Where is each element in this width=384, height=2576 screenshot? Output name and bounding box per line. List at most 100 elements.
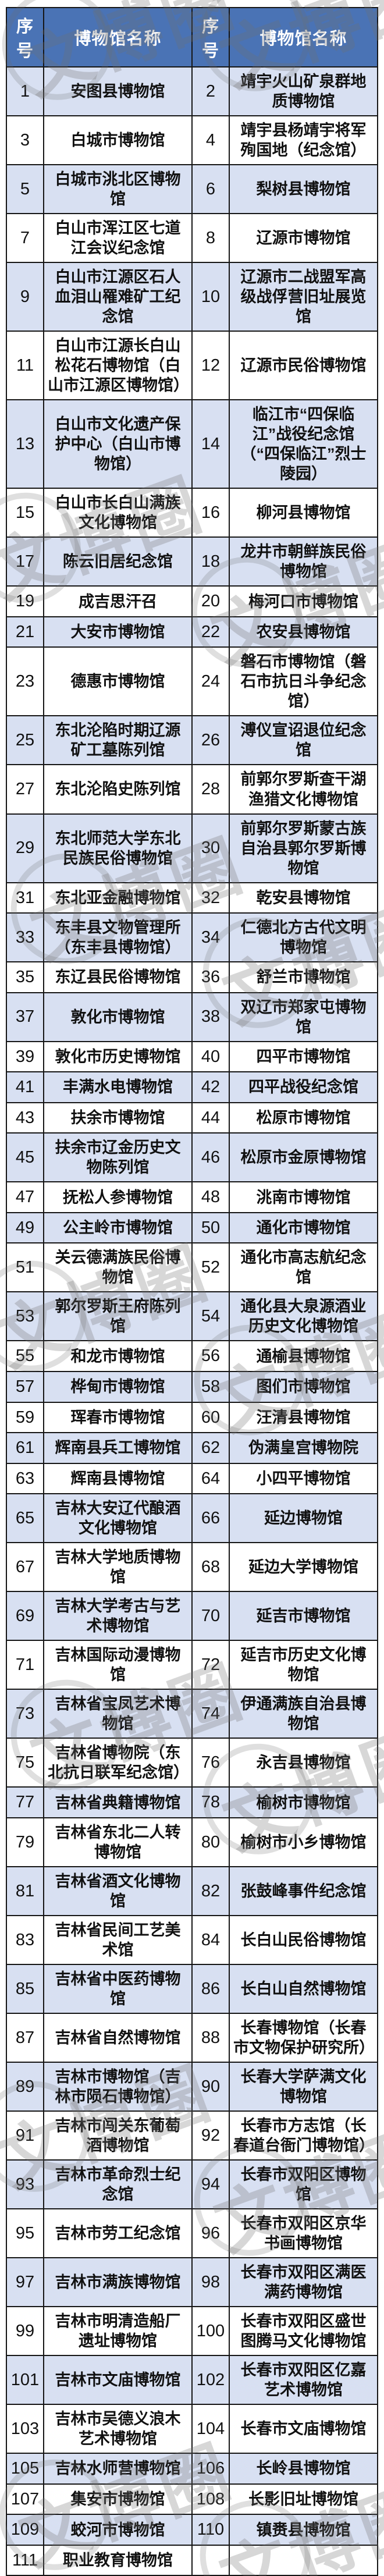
museum-name-cell: 吉林省宝凤艺术博物馆 [43,1689,193,1739]
museum-name-cell: 靖宇火山矿泉群地质博物馆 [229,66,378,117]
serial-number-cell: 48 [191,1181,230,1213]
serial-number-cell: 25 [6,715,44,766]
museum-name-cell: 靖宇县杨靖宇将军殉国地（纪念馆） [229,115,378,166]
serial-number-cell: 29 [6,813,44,883]
serial-number-cell: 9 [6,262,44,332]
serial-number-cell: 49 [6,1211,44,1244]
table-row: 3 白城市博物馆 4 靖宇县杨靖宇将军殉国地（纪念馆） [6,115,378,166]
serial-number-cell: 37 [6,992,44,1042]
museum-name-cell: 磐石市博物馆（磐石市抗日斗争纪念馆） [229,646,378,717]
museum-name-cell: 吉林市明清造船厂遗址博物馆 [43,2306,193,2357]
serial-number-cell: 106 [191,2453,230,2485]
museum-name-cell: 永吉县博物馆 [229,1738,378,1788]
serial-number-cell: 108 [191,2483,230,2515]
museum-name-cell: 农安县博物馆 [229,616,378,648]
header-museum-name-left: 博物馆名称 [43,7,193,67]
serial-number-cell: 87 [6,2012,44,2063]
museum-name-cell: 吉林省博物院（东北抗日联军纪念馆） [43,1738,193,1788]
museum-name-cell: 延吉市博物馆 [229,1591,378,1641]
museum-name-cell: 敦化市历史博物馆 [43,1040,193,1073]
header-serial-left: 序号 [6,7,44,67]
table-row: 75 吉林省博物院（东北抗日联军纪念馆） 76 永吉县博物馆 [6,1738,378,1788]
museum-name-cell: 吉林市革命烈士纪念馆 [43,2159,193,2210]
museum-name-cell: 吉林市博物馆（吉林市陨石博物馆） [43,2061,193,2112]
museum-name-cell: 丰满水电博物馆 [43,1071,193,1103]
serial-number-cell: 36 [191,961,230,993]
serial-number-cell: 27 [6,764,44,815]
serial-number-cell: 12 [191,331,230,401]
serial-number-cell: 90 [191,2061,230,2112]
serial-number-cell: 68 [191,1542,230,1593]
serial-number-cell: 82 [191,1866,230,1916]
serial-number-cell: 91 [6,2110,44,2161]
table-row: 65 吉林大安辽代酿酒文化博物馆 66 延边博物馆 [6,1493,378,1544]
table-row: 1 安图县博物馆 2 靖宇火山矿泉群地质博物馆 [6,66,378,117]
table-row: 103 吉林市吴德义浪木艺术博物馆 104 长春市文庙博物馆 [6,2404,378,2454]
table-row: 41 丰满水电博物馆 42 四平战役纪念馆 [6,1071,378,1103]
serial-number-cell: 13 [6,399,44,489]
serial-number-cell: 8 [191,213,230,264]
serial-number-cell: 67 [6,1542,44,1593]
museum-name-cell: 长春市双阳区满医满药博物馆 [229,2257,378,2308]
serial-number-cell: 16 [191,488,230,538]
museum-name-cell: 舒兰市博物馆 [229,961,378,993]
serial-number-cell: 74 [191,1689,230,1739]
museum-name-cell: 抚松人参博物馆 [43,1181,193,1213]
serial-number-cell: 69 [6,1591,44,1641]
museum-name-cell: 伪满皇宫博物院 [229,1432,378,1464]
museum-name-cell: 张鼓峰事件纪念馆 [229,1866,378,1916]
museum-name-cell: 吉林省自然博物馆 [43,2012,193,2063]
serial-number-cell: 66 [191,1493,230,1544]
museum-name-cell: 辉南县博物馆 [43,1462,193,1495]
serial-number-cell: 45 [6,1132,44,1183]
table-row: 57 桦甸市博物馆 58 图们市博物馆 [6,1370,378,1403]
museum-name-cell: 镇赉县博物馆 [229,2514,378,2546]
museum-name-cell: 梨树县博物馆 [229,164,378,215]
serial-number-cell: 7 [6,213,44,264]
serial-number-cell: 53 [6,1291,44,1342]
serial-number-cell: 100 [191,2306,230,2357]
museum-name-cell: 松原市金原博物馆 [229,1132,378,1183]
serial-number-cell: 23 [6,646,44,717]
museum-name-cell: 陈云旧居纪念馆 [43,536,193,587]
serial-number-cell: 21 [6,616,44,648]
museum-name-cell: 长春市文庙博物馆 [229,2404,378,2454]
serial-number-cell: 56 [191,1340,230,1372]
serial-number-cell: 61 [6,1432,44,1464]
museum-name-cell: 长岭县博物馆 [229,2453,378,2485]
museum-name-cell: 长春市双阳区博物馆 [229,2159,378,2210]
table-row: 23 德惠市博物馆 24 磐石市博物馆（磐石市抗日斗争纪念馆） [6,646,378,717]
museum-name-cell: 辽源市博物馆 [229,213,378,264]
table-row: 63 辉南县博物馆 64 小四平博物馆 [6,1462,378,1495]
table-row: 53 郭尔罗斯王府陈列馆 54 通化县大泉源酒业历史文化博物馆 [6,1291,378,1342]
serial-number-cell: 102 [191,2355,230,2406]
museum-name-cell: 长春市双阳区亿嘉艺术博物馆 [229,2355,378,2406]
museum-name-cell: 榆树市博物馆 [229,1786,378,1818]
museum-name-cell: 吉林水师营博物馆 [43,2453,193,2485]
museum-name-cell: 吉林大学考古与艺术博物馆 [43,1591,193,1641]
table-row: 61 辉南县兵工博物馆 62 伪满皇宫博物院 [6,1432,378,1464]
museum-name-cell: 图们市博物馆 [229,1370,378,1403]
table-row: 7 白山市浑江区七道江会议纪念馆 8 辽源市博物馆 [6,213,378,264]
serial-number-cell: 97 [6,2257,44,2308]
museum-name-cell: 德惠市博物馆 [43,646,193,717]
serial-number-cell: 5 [6,164,44,215]
museum-name-cell: 长春大学萨满文化博物馆 [229,2061,378,2112]
museum-name-cell: 吉林大安辽代酿酒文化博物馆 [43,1493,193,1544]
museum-name-cell: 集安市博物馆 [43,2483,193,2515]
museum-name-cell: 通化市高志航纪念馆 [229,1242,378,1293]
museum-name-cell: 溥仪宣诏退位纪念馆 [229,715,378,766]
museum-name-cell: 辉南县兵工博物馆 [43,1432,193,1464]
museum-name-cell: 仁德北方古代文明博物馆 [229,912,378,963]
museum-name-cell: 白城市博物馆 [43,115,193,166]
table-row: 13 白山市文化遗产保护中心（白山市博物馆） 14 临江市“四保临江”战役纪念馆（“四… [6,399,378,489]
museum-name-cell: 东北沦陷史陈列馆 [43,764,193,815]
serial-number-cell: 24 [191,646,230,717]
museum-name-cell: 吉林省东北二人转博物馆 [43,1817,193,1867]
table-row: 93 吉林市革命烈士纪念馆 94 长春市双阳区博物馆 [6,2159,378,2210]
table-row: 9 白山市江源区石人血泪山罹难矿工纪念馆 10 辽源市二战盟军高级战俘营旧址展览馆 [6,262,378,332]
table-row: 55 和龙市博物馆 56 通榆县博物馆 [6,1340,378,1372]
table-row: 97 吉林市满族博物馆 98 长春市双阳区满医满药博物馆 [6,2257,378,2308]
table-row: 67 吉林大学地质博物馆 68 延边大学博物馆 [6,1542,378,1593]
museum-name-cell: 职业教育博物馆 [43,2544,193,2576]
